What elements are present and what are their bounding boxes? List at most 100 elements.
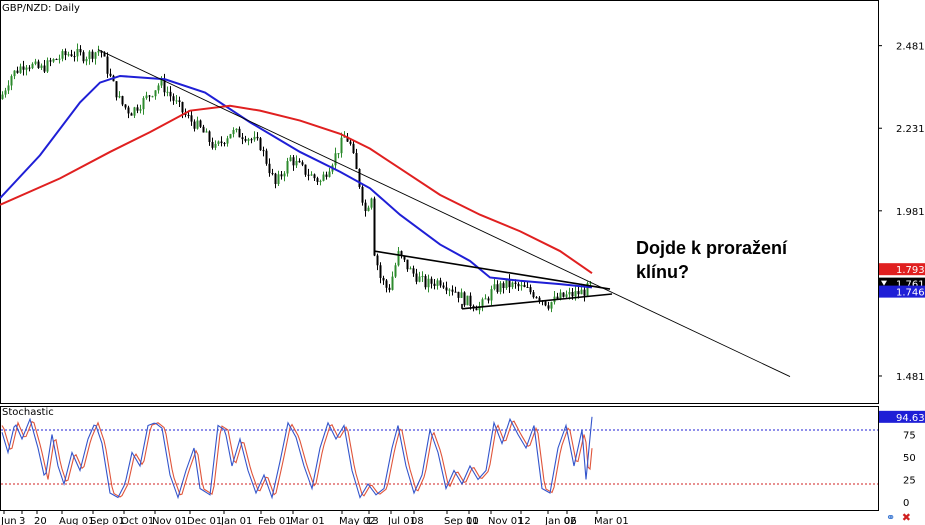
candle-body — [7, 85, 10, 91]
candle-body — [211, 142, 214, 148]
chart-title: GBP/NZD: Daily — [2, 3, 80, 14]
candle-body — [64, 51, 67, 56]
candle-body — [490, 289, 493, 301]
candle-body — [127, 107, 130, 114]
x-tick-label: 3 — [19, 516, 25, 525]
candle-body — [388, 287, 391, 290]
candle-body — [394, 265, 397, 277]
y-tick-label: 1.9818 — [896, 207, 925, 218]
candle-body — [370, 198, 373, 208]
stochastic-label: Stochastic — [2, 407, 54, 418]
candle-body — [169, 91, 172, 97]
candle-body — [535, 297, 538, 299]
candle-body — [295, 160, 298, 166]
stochastic-value-tag — [879, 410, 925, 423]
candle-body — [187, 114, 190, 116]
candle-body — [532, 292, 535, 298]
stochastic-tick-label: 50 — [903, 453, 916, 464]
candle-body — [502, 283, 505, 288]
candle-body — [19, 66, 22, 73]
candle-body — [265, 150, 268, 164]
candle-body — [259, 138, 262, 151]
candle-body — [442, 285, 445, 288]
candle-body — [133, 107, 136, 116]
candle-body — [529, 287, 532, 293]
x-tick-label: Nov 01 — [488, 516, 523, 525]
candle-body — [163, 79, 166, 93]
candle-body — [283, 173, 286, 177]
candle-body — [340, 137, 343, 154]
candle-body — [22, 66, 25, 70]
link-icon[interactable]: ⚭ — [886, 511, 896, 524]
candle-body — [322, 174, 325, 181]
candle-body — [142, 98, 145, 110]
candle-body — [397, 251, 400, 266]
candle-body — [139, 109, 142, 111]
candle-body — [454, 291, 457, 293]
candle-body — [205, 131, 208, 133]
candle-body — [247, 139, 250, 141]
candle-body — [196, 120, 199, 129]
candle-body — [547, 305, 550, 309]
candle-body — [28, 67, 31, 69]
candle-body — [466, 295, 469, 306]
candle-body — [208, 131, 211, 143]
candle-body — [289, 157, 292, 162]
candle-body — [256, 136, 259, 139]
candle-body — [358, 169, 361, 187]
candle-body — [421, 276, 424, 278]
candle-body — [310, 174, 313, 176]
moving-average-fast — [0, 74, 593, 289]
stochastic-k-line — [1, 416, 593, 500]
candle-body — [514, 282, 517, 284]
price-tag-label: 1.7614 — [896, 280, 925, 291]
x-tick-label: Dec 01 — [187, 516, 222, 525]
close-icon[interactable]: ✖ — [901, 511, 911, 524]
candle-body — [559, 292, 562, 299]
candle-body — [346, 136, 349, 142]
candle-body — [349, 141, 352, 144]
candle-body — [376, 255, 379, 266]
candle-body — [568, 291, 571, 295]
candle-body — [583, 289, 586, 296]
candle-body — [235, 128, 238, 130]
candle-body — [493, 284, 496, 290]
candle-body — [67, 54, 70, 56]
candle-body — [286, 161, 289, 174]
candle-body — [238, 128, 241, 138]
candle-body — [148, 95, 151, 97]
candle-body — [178, 100, 181, 103]
candle-body — [58, 58, 61, 60]
candle-body — [103, 52, 106, 57]
candle-body — [403, 255, 406, 260]
candle-body — [241, 137, 244, 140]
x-tick-label: Jun — [0, 516, 17, 525]
candle-body — [175, 100, 178, 102]
candle-body — [190, 115, 193, 122]
candle-body — [424, 276, 427, 288]
candle-body — [445, 287, 448, 291]
candle-body — [79, 48, 82, 53]
candle-body — [352, 143, 355, 154]
candle-body — [274, 173, 277, 184]
candle-body — [448, 289, 451, 291]
candle-body — [16, 70, 19, 73]
candle-body — [202, 126, 205, 133]
candle-body — [43, 65, 46, 72]
x-tick-label: May 02 — [339, 516, 376, 525]
annotation-line-1: Dojde k proražení — [636, 238, 788, 258]
candle-body — [82, 52, 85, 62]
candle-body — [292, 157, 295, 166]
candle-body — [55, 59, 58, 61]
x-tick-label: Nov 01 — [152, 516, 187, 525]
candle-body — [355, 153, 358, 170]
candle-body — [451, 289, 454, 292]
candle-body — [391, 276, 394, 290]
candle-body — [418, 276, 421, 282]
candle-body — [109, 73, 112, 76]
candle-body — [10, 76, 13, 86]
y-tick-label: 2.2318 — [896, 124, 925, 135]
candle-body — [250, 139, 253, 141]
candle-body — [130, 113, 133, 116]
